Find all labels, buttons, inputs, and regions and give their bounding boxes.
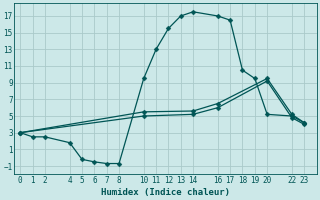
X-axis label: Humidex (Indice chaleur): Humidex (Indice chaleur) — [101, 188, 230, 197]
